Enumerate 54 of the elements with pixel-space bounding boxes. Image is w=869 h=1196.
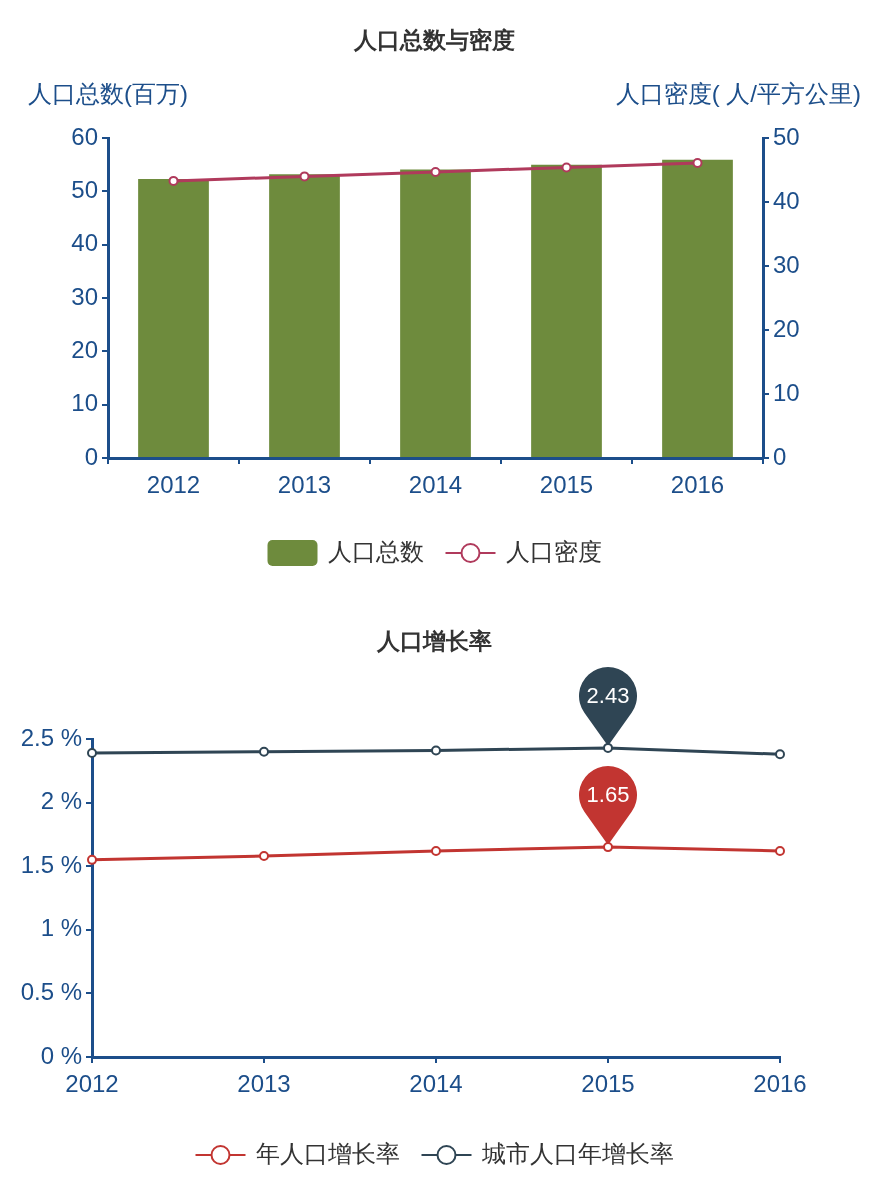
y-tick-label: 40 xyxy=(71,229,98,257)
y-tick-label: 1 % xyxy=(40,914,82,942)
y-tick-label: 2 % xyxy=(40,787,82,815)
point xyxy=(775,749,785,760)
y-tick-label: 0 xyxy=(84,442,98,470)
y2-tick-label: 20 xyxy=(773,314,800,342)
y-tick-label: 1.5 % xyxy=(20,850,82,878)
point xyxy=(692,157,703,168)
legend-label: 人口密度 xyxy=(505,537,602,565)
x-tick-label: 2012 xyxy=(146,471,201,499)
point xyxy=(603,842,613,853)
x-tick-label: 2012 xyxy=(65,1070,119,1098)
y-tick-label: 20 xyxy=(71,335,98,363)
legend-label: 城市人口年增长率 xyxy=(480,1139,674,1167)
y-tick-label: 50 xyxy=(71,175,98,203)
point xyxy=(430,166,441,177)
annotation: 1.65 xyxy=(586,782,630,808)
point xyxy=(87,747,97,758)
point xyxy=(561,162,572,173)
point xyxy=(259,851,269,862)
x-tick-label: 2016 xyxy=(753,1070,807,1098)
y2-tick-label: 10 xyxy=(773,378,800,406)
point xyxy=(87,854,97,865)
point xyxy=(431,845,441,856)
y2-tick-label: 50 xyxy=(773,122,800,150)
point xyxy=(431,745,441,756)
point xyxy=(775,845,785,856)
y-tick-label: 0.5 % xyxy=(20,978,82,1006)
y-axis-title: 人口总数(百万) xyxy=(28,79,188,107)
point xyxy=(259,746,269,757)
legend-label: 年人口增长率 xyxy=(255,1139,400,1167)
y2-tick-label: 0 xyxy=(773,442,787,470)
x-tick-label: 2015 xyxy=(581,1070,635,1098)
y2-tick-label: 30 xyxy=(773,250,800,278)
point xyxy=(168,175,179,186)
chart-title: 人口增长率 xyxy=(376,628,492,655)
annotation: 2.43 xyxy=(586,682,630,708)
x-tick-label: 2015 xyxy=(539,471,594,499)
x-tick-label: 2013 xyxy=(277,471,332,499)
chart-title: 人口总数与密度 xyxy=(353,27,515,54)
y-tick-label: 0 % xyxy=(40,1041,82,1069)
point xyxy=(299,171,310,182)
legend-label: 人口总数 xyxy=(327,537,424,565)
y2-tick-label: 40 xyxy=(773,186,800,214)
y-tick-label: 30 xyxy=(71,282,98,310)
y2-axis-title: 人口密度( 人/平方公里) xyxy=(615,79,861,107)
x-tick-label: 2013 xyxy=(237,1070,291,1098)
y-tick-label: 10 xyxy=(71,389,98,417)
point xyxy=(603,742,613,753)
x-tick-label: 2016 xyxy=(670,471,725,499)
x-tick-label: 2014 xyxy=(408,471,463,499)
y-tick-label: 2.5 % xyxy=(20,723,82,751)
x-tick-label: 2014 xyxy=(409,1070,463,1098)
y-tick-label: 60 xyxy=(71,122,98,150)
